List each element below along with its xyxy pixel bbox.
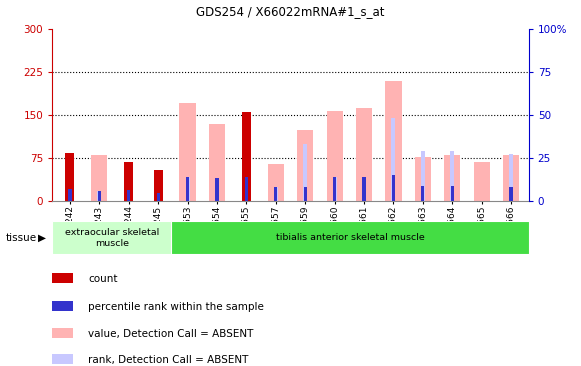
Bar [274,187,277,201]
Bar [171,221,529,254]
Bar [215,178,219,201]
Bar [52,354,73,364]
Bar [156,193,160,201]
Bar [327,111,343,201]
Bar [98,191,101,201]
Bar [209,124,225,201]
Text: value, Detection Call = ABSENT: value, Detection Call = ABSENT [88,329,253,339]
Bar [392,175,395,201]
Bar [127,190,130,201]
Text: extraocular skeletal
muscle: extraocular skeletal muscle [64,228,159,248]
Bar [451,186,454,201]
Bar [242,112,251,201]
Bar [510,187,512,201]
Text: count: count [88,274,117,284]
Bar [216,178,218,201]
Bar [415,157,431,201]
Bar [304,187,307,201]
Bar [186,177,189,201]
Bar [450,151,454,201]
Text: tissue: tissue [6,233,37,243]
Bar [385,81,401,201]
Bar [66,153,74,201]
Bar [421,186,425,201]
Bar [52,300,73,311]
Bar [154,170,163,201]
Bar [356,108,372,201]
Bar [362,177,366,201]
Bar [268,164,284,201]
Bar [303,144,307,201]
Bar [363,177,365,201]
Bar [124,162,133,201]
Bar [333,177,336,201]
Text: GDS254 / X66022mRNA#1_s_at: GDS254 / X66022mRNA#1_s_at [196,5,385,19]
Bar [421,151,425,201]
Text: ▶: ▶ [38,233,46,243]
Text: rank, Detection Call = ABSENT: rank, Detection Call = ABSENT [88,355,249,365]
Bar [52,273,73,283]
Bar [474,162,490,201]
Bar [444,156,460,201]
Bar [180,103,196,201]
Bar [98,191,101,201]
Bar [91,156,107,201]
Bar [52,328,73,339]
Bar [509,154,513,201]
Bar [52,221,171,254]
Bar [69,189,71,201]
Bar [245,177,248,201]
Bar [274,187,278,201]
Bar [503,156,519,201]
Bar [185,177,189,201]
Bar [392,118,396,201]
Text: percentile rank within the sample: percentile rank within the sample [88,302,264,311]
Bar [297,130,313,201]
Bar [332,177,336,201]
Text: tibialis anterior skeletal muscle: tibialis anterior skeletal muscle [275,234,425,242]
